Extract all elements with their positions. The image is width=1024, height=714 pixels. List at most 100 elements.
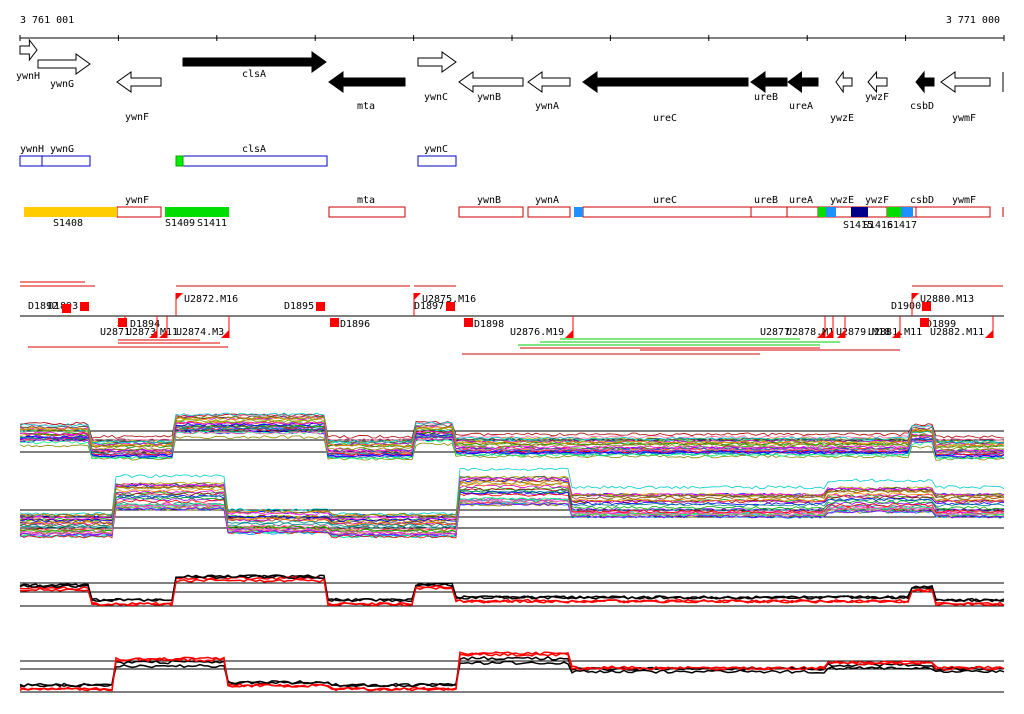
gene-arrow-ywnb[interactable] bbox=[458, 71, 524, 93]
feature-marker-d1898[interactable] bbox=[464, 318, 473, 327]
gene-arrow-ywnc[interactable] bbox=[417, 51, 457, 73]
gene-label-urec: ureC bbox=[653, 113, 677, 124]
feature-lower-d1898: D1898 bbox=[474, 319, 504, 330]
feature-marker-u2876-m19[interactable] bbox=[565, 330, 573, 338]
gene-arrow-urec[interactable] bbox=[582, 71, 749, 93]
feature-marker-d1896[interactable] bbox=[330, 318, 339, 327]
feature-upper-d1892: D1892 bbox=[28, 301, 58, 312]
gene-arrow-ywnf[interactable] bbox=[116, 71, 162, 93]
feature-track: D1892D1893U2872.M16D1895U2875.M16D1897D1… bbox=[20, 281, 1004, 355]
profile-series-line bbox=[19, 502, 1005, 537]
gene-label-ywnh: ywnH bbox=[16, 71, 40, 82]
feature-marker-u2880-m13[interactable] bbox=[912, 293, 919, 300]
reverse-transcript-urea[interactable] bbox=[786, 206, 819, 218]
profile-series-line bbox=[19, 655, 1005, 688]
forward-transcript-clsa[interactable] bbox=[182, 155, 328, 167]
profile-series-line bbox=[19, 430, 1005, 460]
gene-arrow-ureb[interactable] bbox=[750, 71, 788, 93]
reverse-transcript-mta[interactable] bbox=[328, 206, 406, 218]
feature-marker-d1895[interactable] bbox=[316, 302, 325, 311]
forward-transcript-ywnh[interactable] bbox=[19, 155, 43, 167]
feature-marker-u2882-m11[interactable] bbox=[985, 330, 993, 338]
segment-s1408[interactable] bbox=[24, 207, 117, 217]
feature-lower-d1894: D1894 bbox=[130, 319, 160, 330]
feature-marker-d1892[interactable] bbox=[80, 302, 89, 311]
ruler-start-coordinate: 3 761 001 bbox=[20, 15, 74, 26]
profile-series-line bbox=[19, 492, 1005, 539]
gene-annotation-track: ywnH ywnG ywnF clsA mta ywnC ywnB ywnA ureC ureB u… bbox=[16, 38, 1004, 124]
segment-label-s1411: S1411 bbox=[197, 218, 227, 229]
gene-label-ywze: ywzE bbox=[830, 113, 854, 124]
feature-lower-u2879-m18: U2879.M18 bbox=[836, 327, 890, 338]
profile-series-line bbox=[19, 660, 1005, 688]
segment-s1417[interactable] bbox=[887, 207, 913, 217]
feature-upper-u2875-m16: U2875.M16 bbox=[422, 294, 476, 305]
feature-marker-d1893[interactable] bbox=[62, 304, 71, 313]
gene-arrow-mta[interactable] bbox=[328, 71, 406, 93]
gene-label-ywzf: ywzF bbox=[865, 92, 889, 103]
segment-accent bbox=[826, 207, 836, 217]
feature-marker-d1894[interactable] bbox=[118, 318, 127, 327]
feature-marker-u2877[interactable] bbox=[817, 330, 825, 338]
reverse-transcript-urec[interactable] bbox=[582, 206, 752, 218]
profile-series-line bbox=[19, 574, 1004, 603]
feature-lower-u2876-m19: U2876.M19 bbox=[510, 327, 564, 338]
reverse-transcript-ywna[interactable] bbox=[527, 206, 571, 218]
gene-arrow-ywze[interactable] bbox=[835, 70, 853, 94]
expression-profile-multi-top bbox=[19, 412, 1005, 461]
gene-arrow-ywng[interactable] bbox=[37, 53, 91, 75]
gene-label-ywng: ywnG bbox=[50, 79, 74, 90]
reverse-transcript-ywnf[interactable] bbox=[116, 206, 162, 218]
profile-series-line bbox=[19, 481, 1005, 517]
profile-series-line bbox=[19, 497, 1005, 532]
gene-arrow-clsa[interactable] bbox=[182, 51, 327, 73]
reverse-transcript-ywnb[interactable] bbox=[458, 206, 524, 218]
feature-marker-u2873[interactable] bbox=[149, 330, 157, 338]
forward-transcript-ywnc[interactable] bbox=[417, 155, 457, 167]
gene-arrow-ywmf[interactable] bbox=[940, 71, 991, 93]
gene-label-ywnc: ywnC bbox=[424, 92, 448, 103]
feature-marker-m11[interactable] bbox=[159, 330, 167, 338]
gene-label-clsa: clsA bbox=[242, 69, 266, 80]
feature-upper-u2880-m13: U2880.M13 bbox=[920, 294, 974, 305]
reverse-transcript-label-urec: ureC bbox=[653, 195, 677, 206]
reverse-transcript-ureb[interactable] bbox=[750, 206, 788, 218]
gene-arrow-csbd[interactable] bbox=[915, 70, 935, 94]
feature-marker-u2875-m16[interactable] bbox=[414, 293, 421, 300]
feature-marker-u2881-m11[interactable] bbox=[892, 330, 900, 338]
segment-s1416[interactable] bbox=[851, 207, 868, 217]
profile-series-line bbox=[19, 421, 1005, 452]
forward-transcript-ywng[interactable] bbox=[41, 155, 91, 167]
gene-arrow-ywnh[interactable] bbox=[19, 38, 38, 62]
segment-label-s1409: S1409 bbox=[165, 218, 195, 229]
feature-marker-u2872-m16[interactable] bbox=[176, 293, 183, 300]
profile-series-line bbox=[19, 422, 1005, 458]
feature-marker-u2878-m1[interactable] bbox=[825, 330, 833, 338]
feature-lower-u2871: U2871 bbox=[100, 327, 130, 338]
reverse-transcript-label-ywnb: ywnB bbox=[477, 195, 501, 206]
feature-marker-d1899[interactable] bbox=[920, 318, 929, 327]
feature-marker-u2874-m3[interactable] bbox=[221, 330, 229, 338]
feature-marker-u2879-m18[interactable] bbox=[837, 330, 845, 338]
profile-series-line bbox=[19, 497, 1005, 539]
forward-transcript-label-ywnh: ywnH bbox=[20, 144, 44, 155]
profile-series-line bbox=[19, 489, 1005, 528]
feature-marker-d1897[interactable] bbox=[446, 302, 455, 311]
gene-arrow-ywzf[interactable] bbox=[867, 70, 888, 94]
expression-profile-pair-bottom bbox=[19, 651, 1005, 693]
feature-upper-d1897: D1897 bbox=[414, 301, 444, 312]
expression-profile-pair-top bbox=[19, 574, 1005, 607]
reverse-strand-transcripts: ywnF mta ywnB ywnA ureC ureB ureA ywzE ywzF csbD y… bbox=[116, 195, 1004, 218]
gene-label-ywnb: ywnB bbox=[477, 92, 501, 103]
gene-label-mta: mta bbox=[357, 101, 375, 112]
reverse-transcript-ywmf[interactable] bbox=[915, 206, 991, 218]
forward-transcript-label-ywnc: ywnC bbox=[424, 144, 448, 155]
reverse-transcript-label-mta: mta bbox=[357, 195, 375, 206]
reverse-transcript-label-ureb: ureB bbox=[754, 195, 778, 206]
gene-arrow-urea[interactable] bbox=[787, 71, 819, 93]
feature-marker-d1900[interactable] bbox=[922, 302, 931, 311]
profile-series-line bbox=[19, 416, 1005, 448]
gene-arrow-ywna[interactable] bbox=[527, 71, 571, 93]
profile-series-line bbox=[19, 477, 1005, 520]
segment-s1409[interactable] bbox=[165, 207, 229, 217]
